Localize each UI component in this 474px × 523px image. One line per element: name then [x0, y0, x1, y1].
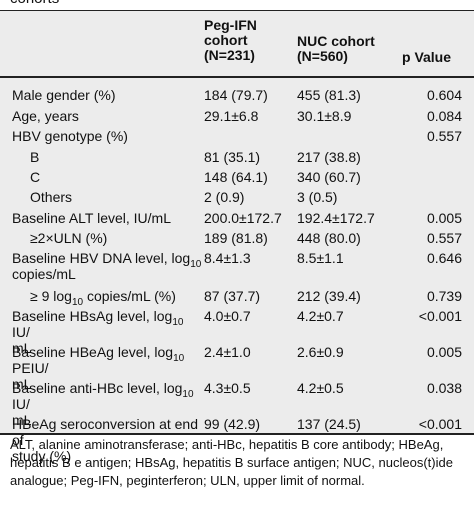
data-table	[0, 10, 474, 434]
table-bottom-rule	[0, 433, 474, 435]
table-caption: cohorts	[10, 0, 59, 8]
header-divider	[0, 76, 474, 78]
header-p-value: p Value	[402, 49, 452, 65]
table-footnote: ALT, alanine aminotransferase; anti-HBc,…	[10, 437, 453, 488]
header-peg-ifn: Peg-IFN cohort (N=231)	[204, 17, 257, 63]
header-nuc: NUC cohort (N=560)	[297, 33, 375, 64]
